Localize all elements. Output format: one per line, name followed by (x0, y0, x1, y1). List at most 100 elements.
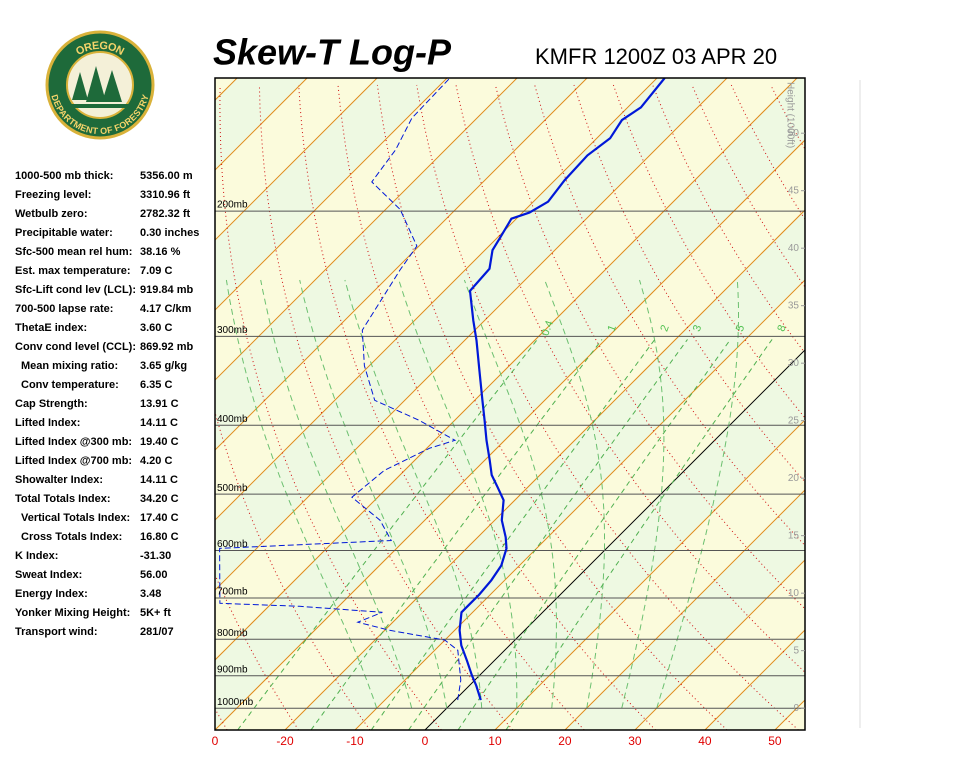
index-value: 869.92 mb (140, 341, 193, 353)
mixing-ratio-line (310, 339, 603, 730)
isotherm (215, 78, 378, 241)
moist-adiabat (463, 279, 557, 709)
moist-adiabat (299, 279, 448, 709)
index-value: -31.30 (140, 550, 171, 562)
index-value: 281/07 (140, 626, 174, 638)
index-label: Cross Totals Index: (21, 531, 122, 543)
index-value: 5356.00 m (140, 170, 193, 182)
plot-border (214, 77, 806, 731)
x-tick-label: 0 (422, 734, 429, 748)
index-value: 17.40 C (140, 512, 179, 524)
index-label: Lifted Index @300 mb: (15, 436, 132, 448)
dry-adiabat (416, 84, 799, 730)
isotherm-grid-line (215, 139, 805, 730)
index-label: Transport wind: (15, 626, 98, 638)
index-label: Showalter Index: (15, 474, 103, 486)
index-value: 4.17 C/km (140, 303, 192, 315)
y2-tick-label: 40 (788, 243, 800, 254)
index-label: Conv cond level (CCL): (15, 341, 136, 353)
index-label: Total Totals Index: (15, 493, 111, 505)
moist-adiabat (544, 279, 605, 709)
y2-tick-label: 20 (788, 473, 800, 484)
index-label: Lifted Index @700 mb: (15, 455, 132, 467)
index-value: 38.16 % (140, 246, 181, 258)
x-tick-label: 20 (558, 734, 572, 748)
isotherm (845, 78, 960, 730)
moist-adiabat (260, 279, 413, 709)
index-value: 3.48 (140, 588, 161, 600)
index-value: 3.65 g/kg (140, 360, 187, 372)
x-tick-label: -10 (346, 734, 364, 748)
mixing-ratio-line (237, 339, 538, 730)
plot: 0.4 1 2 3 5 8 (215, 78, 960, 730)
y-tick-label: 800mb (217, 628, 248, 639)
dry-adiabat (889, 85, 960, 730)
y2-tick-label: 35 (788, 300, 800, 311)
isotherm-grid-line (564, 489, 805, 730)
isotherm-grid-line (634, 559, 805, 730)
dry-adiabat (219, 84, 442, 730)
index-value: 0.30 inches (140, 227, 199, 239)
dry-adiabat (928, 85, 960, 730)
isotherm-grid-line (424, 349, 805, 730)
chart-subtitle: KMFR 1200Z 03 APR 20 (535, 44, 777, 69)
y2-axis-label: Height (1000ft) (784, 82, 795, 148)
index-value: 3.60 C (140, 322, 172, 334)
index-value: 16.80 C (140, 531, 179, 543)
dry-adiabat (258, 84, 514, 730)
y2-tick-label: 10 (788, 588, 800, 599)
moist-adiabat (621, 279, 665, 709)
logo: OREGON DEPARTMENT OF FORESTRY (45, 30, 155, 140)
dewpoint-line (219, 78, 462, 701)
y2-tick-label: 50 (788, 128, 800, 139)
y2-tick-label: 15 (788, 530, 800, 541)
index-label: Vertical Totals Index: (21, 512, 130, 524)
y-tick-label: 500mb (217, 483, 248, 494)
dry-adiabat (849, 85, 960, 730)
y2-tick-label: 0 (793, 703, 799, 714)
index-label: Conv temperature: (21, 379, 119, 391)
x-tick-label: 0 (212, 734, 219, 748)
index-label: Precipitable water: (15, 227, 113, 239)
chart-title: Skew-T Log-P (213, 32, 452, 73)
index-label: Sweat Index: (15, 569, 82, 581)
isotherm-grid-line (494, 419, 805, 730)
x-tick-label: 40 (698, 734, 712, 748)
isotherm (215, 78, 658, 521)
mixing-ratio-line (408, 339, 688, 730)
index-value: 14.11 C (140, 417, 178, 429)
index-label: Mean mixing ratio: (21, 360, 118, 372)
index-value: 14.11 C (140, 474, 178, 486)
moist-adiabat (344, 279, 483, 709)
index-value: 5K+ ft (140, 607, 171, 619)
index-value: 13.91 C (140, 398, 179, 410)
mixing-ratio-label: 1 (606, 323, 619, 333)
moist-adiabat (398, 279, 518, 709)
isotherm (215, 78, 728, 591)
dry-adiabat (298, 84, 585, 730)
index-label: Lifted Index: (15, 417, 80, 429)
y2-tick-label: 45 (788, 185, 800, 196)
index-label: Cap Strength: (15, 398, 88, 410)
y-tick-label: 1000mb (217, 697, 254, 708)
isotherm (215, 78, 798, 661)
index-value: 56.00 (140, 569, 168, 581)
mixing-ratio-label: 2 (658, 323, 671, 333)
index-label: Freezing level: (15, 189, 91, 201)
y2-tick-label: 5 (793, 645, 799, 656)
y-tick-label: 900mb (217, 664, 248, 675)
index-label: Sfc-Lift cond lev (LCL): (15, 284, 136, 296)
index-value: 7.09 C (140, 265, 172, 277)
index-label: Sfc-500 mean rel hum: (15, 246, 132, 258)
y2-tick-label: 25 (788, 415, 800, 426)
y-tick-label: 700mb (217, 587, 248, 598)
logo-top-text: OREGON (74, 40, 126, 58)
isotherm-band (215, 78, 805, 730)
moist-adiabat (656, 279, 739, 709)
dry-adiabat (494, 84, 805, 610)
y2-tick-label: 30 (788, 358, 800, 369)
index-value: 19.40 C (140, 436, 179, 448)
x-tick-label: 10 (488, 734, 502, 748)
index-label: ThetaE index: (15, 322, 87, 334)
